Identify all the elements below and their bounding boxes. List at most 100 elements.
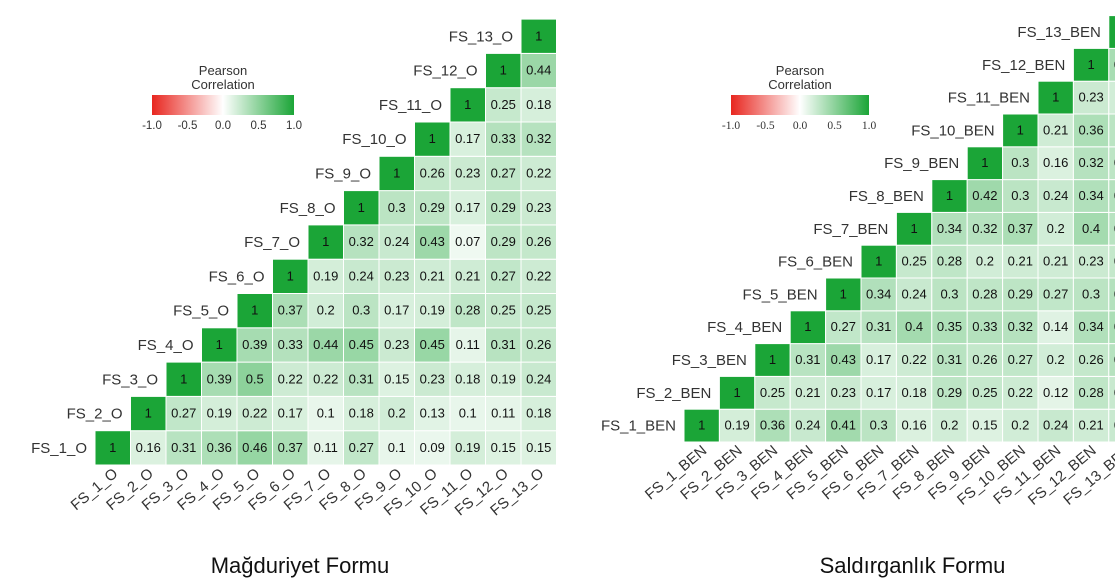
cell-value-label: 0.15: [491, 440, 516, 455]
cell-value-label: 0.2: [1011, 418, 1029, 433]
cell-value-label: 0.32: [972, 221, 997, 236]
heatmap-cell: [789, 310, 827, 345]
cell-value-label: 1: [1017, 122, 1024, 137]
cell-value-label: 1: [1052, 90, 1059, 105]
y-tick-label: FS_6_BEN: [778, 254, 853, 271]
cell-value-label: 0.24: [1114, 418, 1115, 433]
heatmap-cell: [449, 224, 486, 260]
cell-value-label: 1: [910, 221, 917, 236]
y-tick-label: FS_11_O: [379, 97, 442, 114]
legend-colorbar: [731, 95, 869, 115]
heatmap-cell: [1108, 15, 1115, 49]
cell-value-label: 0.13: [420, 406, 445, 421]
heatmap-cell: [520, 395, 557, 432]
y-tick-label: FS_2_O: [67, 406, 123, 423]
cell-value-label: 0.31: [795, 352, 820, 367]
cell-value-label: 0.32: [526, 131, 551, 146]
cell-value-label: 0.28: [455, 303, 480, 318]
cell-value-label: 0.44: [313, 337, 338, 352]
heatmap-cell: [1108, 343, 1115, 377]
cell-value-label: 0.4: [1082, 221, 1100, 236]
heatmap-cell: [343, 293, 380, 329]
legend-tick-label: 0.5: [827, 120, 842, 132]
heatmap-cell: [1037, 113, 1074, 148]
cell-value-label: 0.45: [349, 337, 374, 352]
cell-value-label: 0.32: [1008, 319, 1033, 334]
y-tick-label: FS_6_O: [209, 268, 265, 285]
cell-value-label: 1: [429, 131, 436, 146]
cell-value-label: 1: [393, 165, 400, 180]
heatmap-cell: [1002, 113, 1039, 148]
heatmap-cell: [895, 343, 933, 377]
heatmap-cell: [1108, 80, 1115, 115]
cell-value-label: 0.07: [455, 234, 480, 249]
cell-value-label: 0.26: [526, 234, 551, 249]
heatmap-cell: [860, 277, 897, 312]
cell-value-label: 0.39: [207, 371, 232, 386]
cell-value-label: 0.3: [352, 303, 370, 318]
heatmap-cell: [378, 155, 415, 192]
cell-value-label: 0.31: [1114, 221, 1115, 236]
cell-value-label: 0.24: [795, 418, 820, 433]
cell-value-label: 0.46: [242, 440, 267, 455]
cell-value-label: 0.2: [1047, 221, 1065, 236]
heatmap-cell: [485, 258, 522, 295]
cell-value-label: 0.2: [388, 406, 406, 421]
cell-value-label: 0.33: [491, 131, 516, 146]
cell-value-label: 0.21: [455, 268, 480, 283]
cell-value-label: 0.23: [1078, 90, 1103, 105]
heatmap-cell: [94, 430, 131, 466]
cell-value-label: 0.37: [1114, 319, 1115, 334]
heatmap-cell: [449, 361, 486, 397]
heatmap-cell: [485, 293, 522, 329]
cell-value-label: 0.34: [1078, 188, 1103, 203]
heatmap-cell: [1037, 408, 1074, 443]
cell-value-label: 0.24: [1043, 188, 1068, 203]
cell-value-label: 0.22: [901, 352, 926, 367]
heatmap-cell: [307, 430, 344, 466]
heatmap-magduriyet: 1 0.16 0.31 0.36 0.46 0.37 0.11 0.27 0.1 0.09 0.19…: [31, 18, 557, 519]
heatmap-cell: [931, 310, 968, 345]
heatmap-cell: [966, 244, 1004, 279]
cell-value-label: 0.45: [420, 337, 445, 352]
heatmap-cell: [485, 121, 522, 157]
cell-value-label: 1: [145, 406, 152, 421]
cell-value-label: 0.35: [937, 319, 962, 334]
heatmap-cell: [1108, 211, 1115, 246]
y-tick-label: FS_10_O: [342, 131, 406, 148]
heatmap-cell: [931, 179, 968, 213]
heatmap-cell: [520, 224, 557, 260]
cell-value-label: 0.24: [1043, 418, 1068, 433]
heatmap-cell: [966, 277, 1004, 312]
cell-value-label: 0.19: [491, 371, 516, 386]
cell-value-label: 0.1: [459, 406, 477, 421]
cell-value-label: 0.41: [831, 418, 856, 433]
cell-value-label: 0.17: [278, 406, 303, 421]
heatmap-cell: [272, 361, 309, 397]
chart-title-magduriyet: Mağduriyet Formu: [210, 553, 390, 578]
cell-value-label: 0.11: [314, 440, 338, 455]
heatmap-cell: [236, 430, 273, 466]
heatmap-cell: [520, 18, 557, 54]
heatmap-cell: [789, 343, 827, 377]
cell-value-label: 0.22: [526, 268, 551, 283]
heatmap-cell: [272, 258, 309, 295]
heatmap-cell: [1072, 277, 1110, 312]
heatmap-cell: [1108, 146, 1115, 181]
cell-value-label: 1: [287, 268, 294, 283]
heatmap-cell: [1108, 375, 1115, 410]
y-tick-label: FS_10_BEN: [911, 122, 994, 139]
cell-value-label: 0.25: [972, 385, 997, 400]
heatmap-cell: [895, 375, 933, 410]
heatmap-cell: [860, 244, 897, 279]
cell-value-label: 0.43: [420, 234, 445, 249]
heatmap-cell: [1037, 244, 1074, 279]
heatmap-cell: [485, 52, 522, 89]
cell-value-label: 0.24: [349, 268, 374, 283]
cell-value-label: 0.22: [242, 406, 267, 421]
cell-value-label: 0.38: [1114, 57, 1115, 72]
cell-value-label: 0.23: [384, 337, 409, 352]
heatmap-cell: [414, 190, 451, 226]
cell-value-label: 0.28: [937, 254, 962, 269]
cell-value-label: 0.18: [455, 371, 480, 386]
